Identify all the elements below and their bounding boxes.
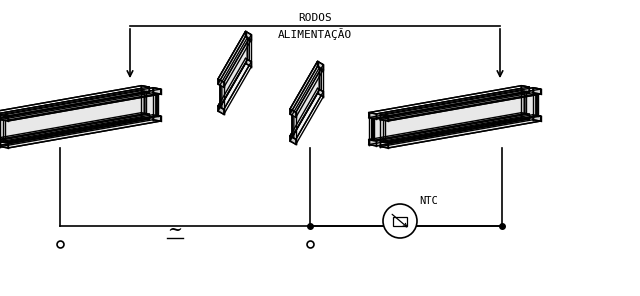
Bar	[393, 216, 407, 226]
Polygon shape	[218, 58, 252, 109]
Polygon shape	[290, 89, 323, 139]
Polygon shape	[246, 31, 252, 40]
Polygon shape	[388, 116, 541, 148]
Polygon shape	[290, 136, 296, 144]
Polygon shape	[533, 115, 541, 121]
Polygon shape	[376, 114, 529, 146]
Polygon shape	[369, 140, 376, 146]
Polygon shape	[246, 58, 252, 67]
Text: RODOS: RODOS	[298, 13, 332, 23]
Polygon shape	[292, 67, 319, 137]
Polygon shape	[317, 89, 323, 97]
Polygon shape	[388, 89, 541, 121]
Text: ALIMENTAÇÃO: ALIMENTAÇÃO	[278, 28, 352, 40]
Polygon shape	[141, 86, 149, 92]
Polygon shape	[0, 91, 146, 140]
Polygon shape	[385, 94, 538, 142]
Polygon shape	[522, 113, 529, 119]
Polygon shape	[144, 91, 146, 114]
Polygon shape	[317, 61, 323, 70]
Polygon shape	[380, 88, 541, 116]
Polygon shape	[522, 86, 529, 92]
Polygon shape	[220, 85, 222, 108]
Polygon shape	[248, 38, 250, 61]
Polygon shape	[0, 88, 161, 116]
Polygon shape	[319, 67, 321, 91]
Polygon shape	[380, 115, 388, 121]
Polygon shape	[8, 89, 161, 121]
Polygon shape	[372, 118, 374, 140]
Polygon shape	[536, 93, 538, 115]
Circle shape	[383, 204, 417, 238]
Polygon shape	[153, 115, 161, 121]
Polygon shape	[0, 86, 149, 114]
Polygon shape	[0, 87, 149, 119]
Polygon shape	[290, 109, 296, 117]
Polygon shape	[290, 61, 317, 114]
Polygon shape	[218, 31, 246, 84]
Polygon shape	[369, 86, 529, 114]
Polygon shape	[524, 91, 526, 114]
Polygon shape	[218, 79, 224, 87]
Polygon shape	[8, 116, 161, 148]
Polygon shape	[290, 89, 317, 141]
Polygon shape	[218, 106, 224, 114]
Polygon shape	[290, 61, 323, 112]
Polygon shape	[292, 115, 294, 138]
Polygon shape	[156, 93, 157, 115]
Polygon shape	[533, 88, 541, 94]
Polygon shape	[220, 38, 248, 107]
Text: NTC: NTC	[419, 196, 438, 206]
Polygon shape	[141, 113, 149, 119]
Polygon shape	[3, 120, 5, 142]
Polygon shape	[0, 115, 8, 121]
Polygon shape	[0, 115, 161, 143]
Polygon shape	[376, 87, 529, 119]
Polygon shape	[0, 142, 8, 148]
Polygon shape	[380, 115, 541, 143]
Text: ~: ~	[168, 221, 182, 239]
Polygon shape	[153, 88, 161, 94]
Polygon shape	[218, 31, 252, 82]
Polygon shape	[5, 94, 157, 142]
Polygon shape	[383, 120, 385, 142]
Polygon shape	[369, 113, 529, 141]
Polygon shape	[218, 58, 246, 111]
Polygon shape	[0, 113, 149, 141]
Polygon shape	[380, 142, 388, 148]
Polygon shape	[0, 114, 149, 146]
Polygon shape	[374, 91, 526, 140]
Polygon shape	[369, 112, 376, 119]
